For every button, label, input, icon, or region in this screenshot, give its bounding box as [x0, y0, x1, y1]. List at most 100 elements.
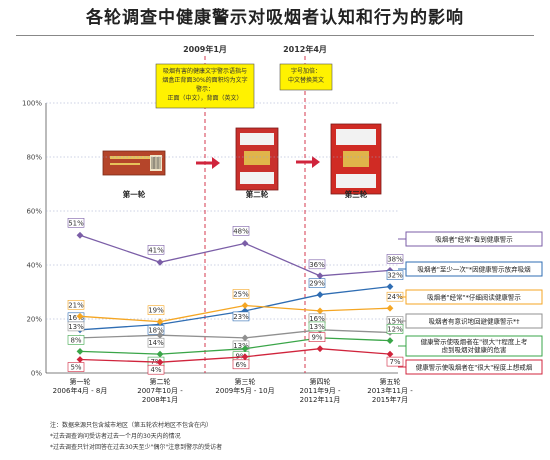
data-label-box — [386, 270, 404, 280]
data-label: 8% — [70, 336, 81, 344]
note-footnote-1: *过去调查询问受访者过去一个月的30天内的情况 — [50, 433, 181, 440]
data-label: 14% — [148, 339, 164, 347]
round-label: 第三轮 — [345, 189, 368, 199]
data-label: 41% — [148, 246, 164, 254]
legend-label: 吸烟者"至少一次"*因健康警示放弃吸烟 — [417, 265, 531, 274]
y-tick-label: 0% — [31, 370, 42, 378]
data-point — [386, 283, 394, 290]
data-label: 13% — [309, 323, 325, 331]
x-tick-label: 2009年5月 - 10月 — [215, 386, 274, 395]
x-tick-label: 2015年7月 — [372, 395, 408, 404]
data-label-box — [67, 335, 85, 345]
data-label: 29% — [309, 280, 325, 288]
legend-label: 虑到吸烟对健康的危害 — [442, 345, 508, 354]
x-tick-label: 第一轮 — [70, 377, 91, 386]
data-point — [76, 312, 84, 320]
x-tick-label: 2013年11月 - — [367, 386, 413, 395]
data-label: 12% — [387, 326, 403, 334]
data-label: 25% — [233, 291, 249, 299]
x-tick-label: 第二轮 — [150, 377, 171, 386]
y-tick-label: 20% — [26, 316, 42, 324]
data-point — [316, 272, 324, 280]
data-label: 19% — [148, 307, 164, 315]
y-tick-label: 60% — [26, 208, 42, 216]
data-point — [316, 291, 324, 299]
data-label-box — [308, 321, 326, 332]
data-label-box — [67, 218, 85, 228]
data-label: 24% — [387, 293, 403, 301]
data-label-box — [232, 311, 250, 322]
cigarette-packs — [102, 123, 382, 195]
policy-note-box — [155, 63, 255, 109]
series-line — [79, 234, 391, 277]
note-footnote-2: *过去调查只针对回答在过去30天至少"偶尔"注意到警示的受访者 — [50, 444, 223, 451]
data-label: 32% — [387, 272, 403, 280]
pack-round-3-icon — [330, 123, 382, 195]
x-tick-label: 2007年10月 - — [137, 386, 183, 395]
data-label: 9% — [311, 334, 322, 342]
x-tick-label: 第四轮 — [310, 377, 331, 386]
data-label: 36% — [309, 261, 325, 269]
data-label: 15% — [387, 318, 403, 326]
data-label: 13% — [233, 342, 249, 350]
time-marker-label: 2009年1月 — [183, 44, 227, 54]
data-point — [76, 356, 84, 363]
data-label: 18% — [148, 326, 164, 334]
chart-title: 各轮调查中健康警示对吸烟者认知和行为的影响 — [0, 0, 550, 36]
data-label: 13% — [68, 323, 84, 331]
data-point — [386, 304, 394, 312]
data-point — [386, 350, 394, 358]
data-label-box — [232, 226, 250, 236]
data-point — [156, 350, 164, 358]
legend-label: 吸烟者"经常"看到健康警示 — [435, 235, 513, 244]
policy-note-text: 警示： — [196, 85, 214, 93]
chart-title-text: 各轮调查中健康警示对吸烟者认知和行为的影响 — [86, 8, 464, 28]
data-label-box — [67, 321, 85, 332]
policy-note-text: 字号加倍： — [291, 67, 321, 75]
data-point — [241, 334, 249, 342]
data-point — [156, 258, 164, 266]
data-label-box — [232, 289, 250, 299]
round-label: 第二轮 — [246, 189, 269, 199]
data-label: 5% — [70, 364, 81, 372]
policy-note-text: 正面（中文），背面（英文） — [167, 94, 242, 102]
data-label-box — [147, 364, 165, 375]
data-label-box — [67, 362, 85, 372]
policy-note-text: 吸烟有害的健康文字警示语指与 — [163, 67, 247, 75]
data-label: 51% — [68, 219, 84, 227]
series-line — [79, 329, 391, 339]
y-tick-label: 80% — [26, 154, 42, 162]
data-label: 38% — [387, 255, 403, 263]
data-label: 21% — [68, 301, 84, 309]
data-point — [76, 348, 84, 355]
data-label-box — [147, 337, 165, 348]
note-source: 注：数据来源只包含城市地区（第五轮农村地区不包含在内） — [50, 422, 213, 429]
policy-note-box — [279, 63, 333, 91]
policy-note-text: 中文替换英文 — [288, 76, 324, 84]
data-label-box — [308, 332, 326, 343]
time-marker-label: 2012年4月 — [283, 44, 327, 54]
data-label: 16% — [309, 315, 325, 323]
data-point — [241, 240, 249, 247]
data-point — [316, 307, 324, 315]
data-point — [386, 337, 394, 344]
data-label-box — [67, 299, 85, 310]
data-label: 23% — [233, 313, 249, 321]
data-label-box — [147, 325, 165, 335]
round-label: 第一轮 — [123, 189, 146, 199]
data-label: 6% — [235, 361, 246, 369]
legend-label: 吸烟者有意识地回避健康警示*† — [429, 317, 521, 326]
data-label-box — [308, 278, 326, 289]
x-tick-label: 2011年9月 - — [299, 386, 340, 395]
title-divider — [16, 35, 534, 36]
y-tick-label: 40% — [26, 262, 42, 270]
legend-label: 健康警示使吸烟者在"很大"†程度上考 — [421, 337, 528, 346]
data-point — [76, 231, 84, 239]
data-point — [241, 302, 249, 309]
data-label-box — [386, 356, 404, 367]
data-label: 4% — [150, 366, 161, 374]
arrow-icon — [196, 157, 220, 169]
data-label-box — [147, 305, 165, 316]
x-tick-label: 2012年11月 — [300, 395, 341, 404]
